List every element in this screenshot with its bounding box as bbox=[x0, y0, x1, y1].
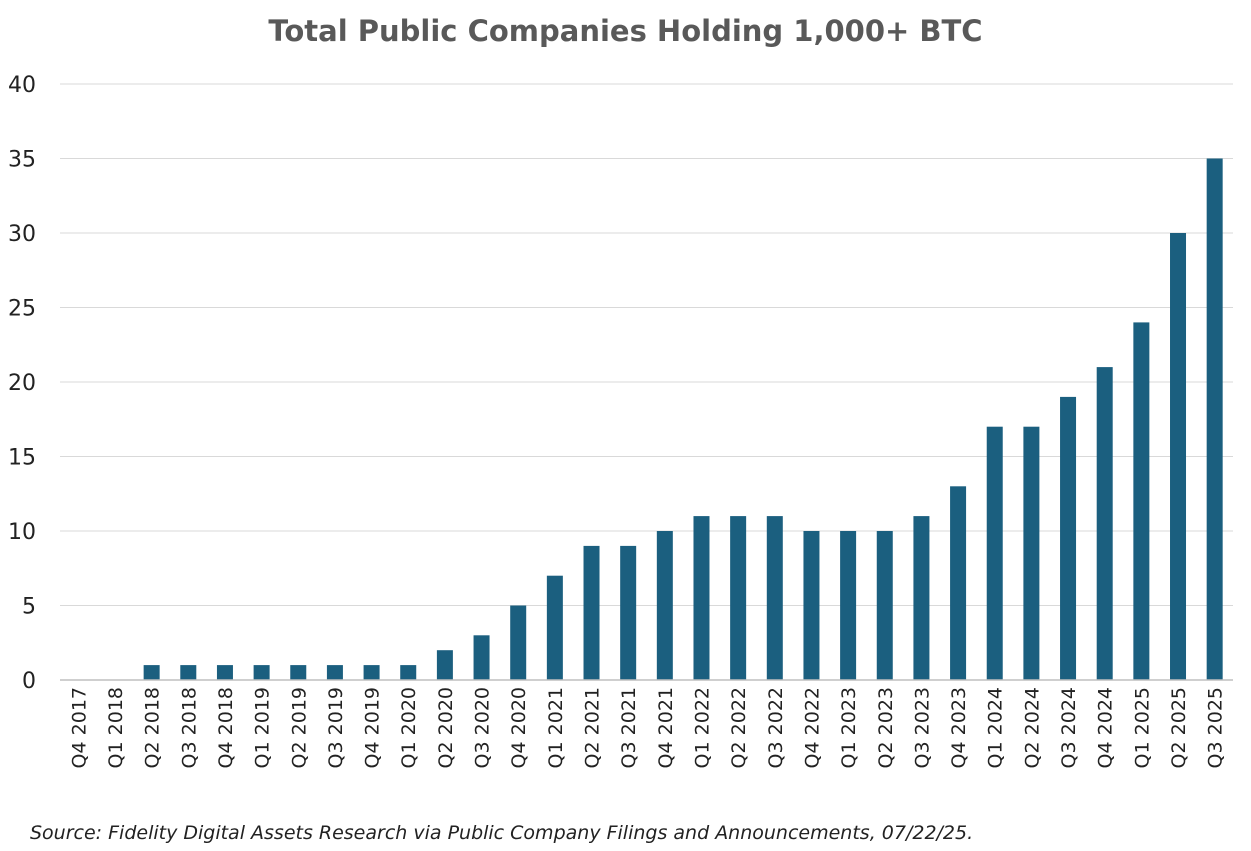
y-tick-label: 20 bbox=[8, 371, 36, 396]
x-tick-label: Q3 2020 bbox=[472, 687, 494, 768]
bar bbox=[400, 665, 417, 680]
x-tick-label: Q4 2020 bbox=[508, 687, 530, 768]
bar bbox=[656, 531, 673, 680]
y-tick-label: 25 bbox=[8, 297, 36, 322]
bar bbox=[143, 665, 160, 680]
x-tick-label: Q1 2025 bbox=[1131, 687, 1153, 768]
bar bbox=[620, 545, 637, 680]
x-tick-label: Q1 2023 bbox=[838, 687, 860, 768]
x-tick-label: Q4 2017 bbox=[68, 687, 90, 768]
x-tick-label: Q2 2021 bbox=[582, 687, 604, 768]
bar bbox=[693, 516, 710, 680]
bars bbox=[143, 158, 1223, 680]
x-tick-label: Q3 2022 bbox=[765, 687, 787, 768]
x-tick-label: Q4 2023 bbox=[948, 687, 970, 768]
x-tick-label: Q4 2021 bbox=[655, 687, 677, 768]
bar bbox=[180, 665, 197, 680]
x-tick-label: Q3 2023 bbox=[911, 687, 933, 768]
x-tick-label: Q2 2020 bbox=[435, 687, 457, 768]
y-tick-label: 5 bbox=[22, 595, 36, 620]
y-axis-tick-labels: 0 5 10 15 20 25 30 35 40 bbox=[8, 73, 36, 694]
y-tick-label: 30 bbox=[8, 222, 36, 247]
x-tick-label: Q1 2018 bbox=[105, 687, 127, 768]
x-tick-label: Q4 2022 bbox=[801, 687, 823, 768]
bar bbox=[1170, 233, 1187, 680]
x-tick-label: Q2 2024 bbox=[1021, 687, 1043, 768]
source-note: Source: Fidelity Digital Assets Research… bbox=[30, 822, 974, 844]
bar bbox=[546, 575, 563, 680]
bar bbox=[216, 665, 233, 680]
bar bbox=[1060, 396, 1077, 680]
x-tick-label: Q3 2021 bbox=[618, 687, 640, 768]
x-tick-label: Q1 2022 bbox=[691, 687, 713, 768]
x-tick-label: Q2 2022 bbox=[728, 687, 750, 768]
x-tick-label: Q4 2019 bbox=[362, 687, 384, 768]
x-tick-label: Q4 2018 bbox=[215, 687, 237, 768]
gridlines bbox=[60, 83, 1233, 606]
y-tick-label: 40 bbox=[8, 73, 36, 98]
y-tick-label: 0 bbox=[22, 669, 36, 694]
x-tick-label: Q4 2024 bbox=[1095, 687, 1117, 768]
bar bbox=[363, 665, 380, 680]
x-tick-label: Q2 2023 bbox=[875, 687, 897, 768]
bar bbox=[510, 605, 527, 680]
y-tick-label: 15 bbox=[8, 446, 36, 471]
x-axis-tick-labels: Q4 2017 Q1 2018 Q2 2018 Q3 2018 Q4 2018 Q1 20… bbox=[68, 687, 1226, 768]
bar bbox=[1096, 367, 1113, 680]
x-tick-label: Q2 2025 bbox=[1168, 687, 1190, 768]
bar bbox=[730, 516, 747, 680]
bar bbox=[913, 516, 930, 680]
bar bbox=[1206, 158, 1223, 680]
x-tick-label: Q2 2019 bbox=[288, 687, 310, 768]
bar bbox=[1023, 426, 1040, 680]
x-tick-label: Q1 2020 bbox=[398, 687, 420, 768]
x-tick-label: Q1 2024 bbox=[985, 687, 1007, 768]
bar bbox=[766, 516, 783, 680]
bar bbox=[473, 635, 490, 680]
bar bbox=[1133, 322, 1150, 680]
bar bbox=[326, 665, 343, 680]
chart-title: Total Public Companies Holding 1,000+ BT… bbox=[268, 14, 983, 48]
bar bbox=[840, 531, 857, 680]
x-tick-label: Q1 2021 bbox=[545, 687, 567, 768]
x-tick-label: Q3 2025 bbox=[1205, 687, 1227, 768]
x-tick-label: Q1 2019 bbox=[252, 687, 274, 768]
bar bbox=[253, 665, 270, 680]
x-tick-label: Q3 2024 bbox=[1058, 687, 1080, 768]
bar bbox=[986, 426, 1003, 680]
y-tick-label: 35 bbox=[8, 148, 36, 173]
x-tick-label: Q3 2018 bbox=[178, 687, 200, 768]
bar bbox=[803, 531, 820, 680]
bar bbox=[876, 531, 893, 680]
x-tick-label: Q3 2019 bbox=[325, 687, 347, 768]
bar bbox=[950, 486, 967, 680]
x-tick-label: Q2 2018 bbox=[142, 687, 164, 768]
bar bbox=[583, 545, 600, 680]
bar bbox=[436, 650, 453, 680]
y-tick-label: 10 bbox=[8, 520, 36, 545]
bar bbox=[290, 665, 307, 680]
